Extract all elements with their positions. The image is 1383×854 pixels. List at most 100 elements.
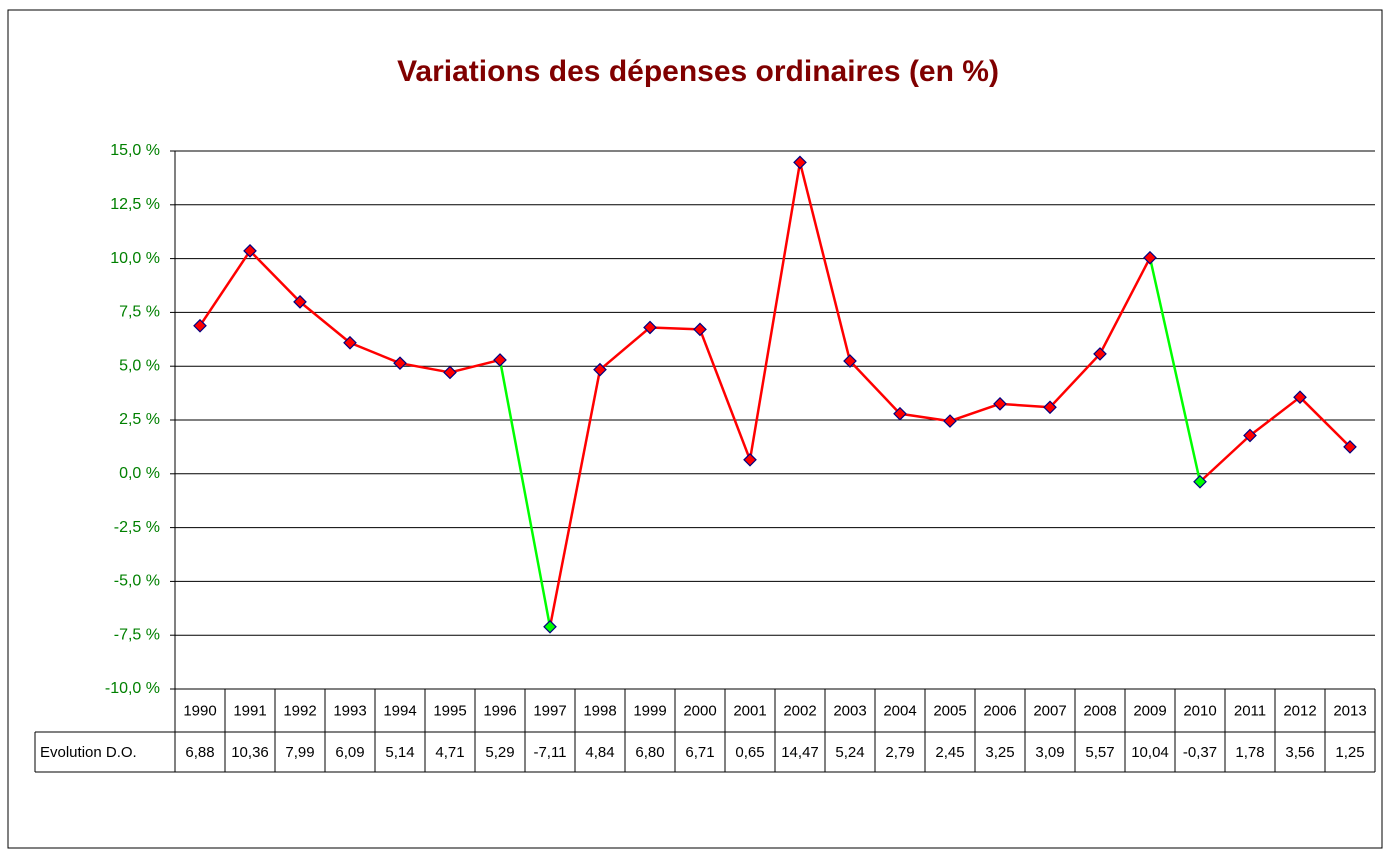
data-label: -0,37: [1183, 744, 1217, 761]
marker: [743, 452, 757, 467]
x-tick-label: 2000: [683, 702, 716, 719]
chart-title: Variations des dépenses ordinaires (en %…: [397, 55, 999, 88]
marker: [1143, 250, 1157, 265]
line-segment: [449, 358, 501, 374]
marker: [443, 365, 457, 380]
data-label: 5,57: [1085, 744, 1114, 761]
marker: [243, 244, 257, 258]
y-tick-label: 5,0 %: [119, 357, 160, 374]
y-tick-label: 10,0 %: [110, 250, 160, 267]
marker: [1243, 428, 1257, 443]
marker: [293, 295, 307, 309]
marker: [1193, 474, 1207, 489]
line-segment: [1148, 257, 1202, 483]
y-tick-label: -10,0 %: [105, 680, 160, 697]
data-label: 6,09: [335, 744, 364, 761]
y-tick-label: 0,0 %: [119, 465, 160, 482]
line-segment: [498, 359, 552, 628]
marker: [843, 354, 857, 368]
marker: [1293, 390, 1307, 405]
marker: [793, 155, 807, 170]
line-segment: [949, 402, 1001, 423]
data-label: 1,25: [1335, 744, 1364, 761]
x-tick-label: 2007: [1033, 702, 1066, 719]
data-label: 14,47: [781, 744, 819, 761]
chart-frame: [7, 9, 1383, 849]
line-segment: [299, 300, 351, 344]
marker: [643, 320, 657, 335]
marker: [693, 322, 707, 337]
x-tick-label: 1996: [483, 702, 516, 719]
data-label: 10,36: [231, 744, 269, 761]
x-tick-label: 1997: [533, 702, 566, 719]
x-tick-label: 2003: [833, 702, 866, 719]
x-tick-label: 2013: [1333, 702, 1366, 719]
x-tick-label: 1990: [183, 702, 216, 719]
y-tick-label: -5,0 %: [114, 573, 160, 590]
line-segment: [999, 402, 1051, 409]
data-label: 5,14: [385, 744, 414, 761]
line-segment: [399, 361, 451, 374]
marker: [1343, 440, 1357, 454]
data-label: 4,84: [585, 744, 614, 761]
line-segment: [748, 162, 802, 461]
x-tick-label: 2005: [933, 702, 966, 719]
line-segment: [1299, 396, 1351, 448]
marker: [593, 362, 607, 377]
data-label: 5,24: [835, 744, 864, 761]
data-label: 2,45: [935, 744, 964, 761]
line-segment: [1098, 257, 1152, 355]
marker: [893, 406, 907, 421]
line-segment: [849, 360, 901, 415]
marker: [343, 335, 357, 350]
data-label: 6,71: [685, 744, 714, 761]
legend-label: Evolution D.O.: [40, 744, 137, 761]
y-tick-label: 7,5 %: [119, 304, 160, 321]
x-tick-label: 2012: [1283, 702, 1316, 719]
line-segment: [599, 326, 651, 371]
y-tick-label: 15,0 %: [110, 142, 160, 159]
data-label: 2,79: [885, 744, 914, 761]
line-segment: [649, 326, 701, 331]
line-segment: [698, 328, 752, 461]
data-label: 6,80: [635, 744, 664, 761]
data-label: 5,29: [485, 744, 514, 761]
marker: [493, 353, 507, 367]
data-label: -7,11: [533, 744, 566, 761]
x-tick-label: 1999: [633, 702, 666, 719]
x-tick-label: 1994: [383, 702, 416, 719]
x-tick-label: 1991: [233, 702, 266, 719]
data-label: 3,56: [1285, 744, 1314, 761]
marker: [543, 619, 557, 634]
data-label: 10,04: [1131, 744, 1169, 761]
marker: [993, 397, 1007, 411]
data-label: 7,99: [285, 744, 314, 761]
data-label: 4,71: [435, 744, 464, 761]
data-label: 1,78: [1235, 744, 1264, 761]
x-tick-label: 1998: [583, 702, 616, 719]
y-tick-label: -2,5 %: [114, 519, 160, 536]
marker: [943, 414, 957, 428]
x-tick-label: 2010: [1183, 702, 1216, 719]
line-segment: [1249, 396, 1301, 437]
data-label: 3,09: [1035, 744, 1064, 761]
data-label: 6,88: [185, 744, 214, 761]
line-segment: [349, 341, 401, 365]
x-tick-label: 2004: [883, 702, 916, 719]
y-tick-label: 2,5 %: [119, 411, 160, 428]
x-tick-label: 1995: [433, 702, 466, 719]
y-tick-label: 12,5 %: [110, 196, 160, 213]
y-tick-label: -7,5 %: [114, 626, 160, 643]
line-segment: [1199, 434, 1251, 483]
x-tick-label: 2008: [1083, 702, 1116, 719]
x-tick-label: 2006: [983, 702, 1016, 719]
line-segment: [198, 250, 252, 327]
line-segment: [798, 162, 852, 362]
x-tick-label: 1993: [333, 702, 366, 719]
x-tick-label: 2009: [1133, 702, 1166, 719]
marker: [1043, 400, 1057, 415]
x-tick-label: 2011: [1234, 702, 1266, 719]
line-segment: [899, 412, 951, 423]
